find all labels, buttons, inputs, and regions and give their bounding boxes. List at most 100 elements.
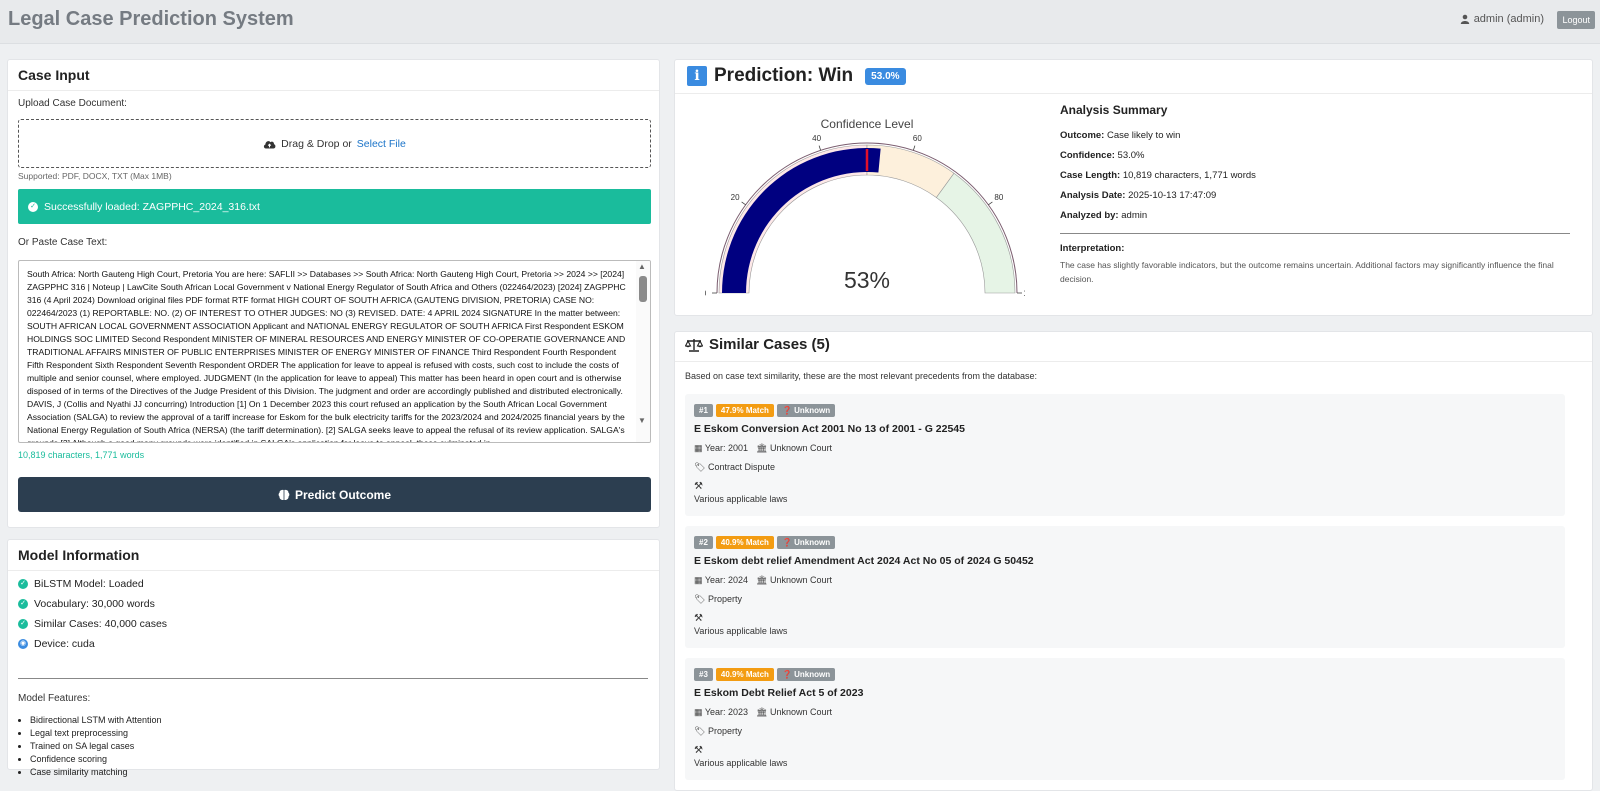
feature-item: Case similarity matching <box>30 766 162 779</box>
court-icon: 🏛 <box>756 707 768 717</box>
check-circle-icon: ✓ <box>18 579 28 589</box>
gauge-ticks: 0 20 40 60 80 100 <box>705 134 1025 298</box>
feature-item: Legal text preprocessing <box>30 727 162 740</box>
file-dropzone[interactable]: Drag & Drop or Select File <box>18 119 651 168</box>
gavel-icon: ⚒ <box>694 745 703 756</box>
interpretation-label: Interpretation: <box>1060 243 1125 254</box>
gauge-tick-label: 40 <box>812 134 821 143</box>
select-file-link[interactable]: Select File <box>356 137 406 150</box>
similar-cases-header: Similar Cases (5) <box>685 336 830 353</box>
feature-item: Trained on SA legal cases <box>30 740 162 753</box>
gauge-tick <box>912 145 916 151</box>
case-meta: ▦ Year: 2024 🏛 Unknown Court <box>694 575 832 586</box>
features-list: Bidirectional LSTM with Attention Legal … <box>30 714 162 779</box>
logout-button[interactable]: Logout <box>1557 11 1595 29</box>
top-bar: Legal Case Prediction System admin (admi… <box>0 0 1600 44</box>
gavel-icon: ⚒ <box>694 613 703 624</box>
app-title: Legal Case Prediction System <box>8 8 294 30</box>
case-rank-badge: #2 <box>694 536 713 549</box>
court-icon: 🏛 <box>756 443 768 453</box>
year-field: ▦ Year: 2001 <box>694 443 749 453</box>
info-icon: i <box>687 66 707 86</box>
gauge-tick-label: 80 <box>994 193 1003 202</box>
supported-formats: Supported: PDF, DOCX, TXT (Max 1MB) <box>18 171 172 181</box>
case-badges: #1 47.9% Match ❓ Unknown <box>694 404 836 417</box>
gauge-tick <box>818 145 822 151</box>
case-type: 🏷 Property <box>694 594 742 604</box>
prediction-title: Prediction: Win <box>714 65 854 86</box>
case-meta: ▦ Year: 2023 🏛 Unknown Court <box>694 707 832 718</box>
case-title[interactable]: E Eskom debt relief Amendment Act 2024 A… <box>694 555 1034 567</box>
model-info-title: Model Information <box>8 540 659 571</box>
status-badge: ❓ Unknown <box>776 404 836 417</box>
case-text: South Africa: North Gauteng High Court, … <box>27 269 626 443</box>
model-status-item: ✓ BiLSTM Model: Loaded <box>18 578 144 590</box>
question-circle-icon: ❓ <box>781 538 792 547</box>
confidence-badge: 53.0% <box>865 67 906 85</box>
check-circle-icon: ✓ <box>18 599 28 609</box>
brain-icon <box>278 489 290 500</box>
case-item[interactable]: #1 47.9% Match ❓ Unknown E Eskom Convers… <box>685 394 1565 516</box>
status-badge: ❓ Unknown <box>776 668 836 681</box>
scroll-up-icon[interactable]: ▲ <box>638 262 646 271</box>
analysis-summary: Analysis Summary Outcome: Case likely to… <box>1060 103 1575 286</box>
divider <box>675 361 1592 362</box>
success-message: Successfully loaded: ZAGPPHC_2024_316.tx… <box>44 200 260 213</box>
user-label: admin (admin) <box>1473 13 1544 25</box>
tag-icon: 🏷 <box>694 726 706 736</box>
prediction-card: i Prediction: Win 53.0% Confidence Level… <box>674 59 1593 316</box>
calendar-icon: ▦ <box>694 707 703 717</box>
gavel-icon: ⚒ <box>694 481 703 492</box>
device-icon: ◉ <box>18 639 28 649</box>
gauge-tick <box>741 201 746 206</box>
case-input-title: Case Input <box>8 60 659 91</box>
case-laws: Various applicable laws <box>694 758 788 768</box>
gauge-tick-label: 100 <box>1023 289 1025 298</box>
case-title[interactable]: E Eskom Debt Relief Act 5 of 2023 <box>694 687 864 699</box>
gauge-outline <box>716 142 1018 294</box>
interpretation-text: The case has slightly favorable indicato… <box>1060 260 1554 284</box>
match-badge: 47.9% Match <box>715 404 774 417</box>
court-field: 🏛 Unknown Court <box>756 707 833 717</box>
case-type: 🏷 Contract Dispute <box>694 462 775 472</box>
user-info: admin (admin) <box>1460 13 1544 25</box>
case-title[interactable]: E Eskom Conversion Act 2001 No 13 of 200… <box>694 423 965 435</box>
dropzone-text: Drag & Drop or <box>281 137 352 150</box>
case-text-area[interactable]: South Africa: North Gauteng High Court, … <box>18 260 651 443</box>
case-type: 🏷 Property <box>694 726 742 736</box>
gauge-tick-label: 20 <box>731 193 740 202</box>
divider <box>1060 233 1570 234</box>
scroll-down-icon[interactable]: ▼ <box>638 416 646 425</box>
case-item[interactable]: #3 40.9% Match ❓ Unknown E Eskom Debt Re… <box>685 658 1565 780</box>
divider <box>18 678 648 679</box>
prediction-header: i Prediction: Win 53.0% <box>687 65 906 87</box>
case-laws: Various applicable laws <box>694 626 788 636</box>
predict-label: Predict Outcome <box>294 487 392 502</box>
gauge-band-2 <box>935 172 1016 294</box>
upload-label: Upload Case Document: <box>18 98 127 109</box>
cases-status-item: ✓ Similar Cases: 40,000 cases <box>18 618 167 630</box>
match-badge: 40.9% Match <box>715 668 774 681</box>
year-field: ▦ Year: 2024 <box>694 575 749 585</box>
success-alert: ✓ Successfully loaded: ZAGPPHC_2024_316.… <box>18 189 651 224</box>
calendar-icon: ▦ <box>694 443 703 453</box>
case-rank-badge: #1 <box>694 404 713 417</box>
predict-outcome-button[interactable]: Predict Outcome <box>18 477 651 512</box>
case-badges: #3 40.9% Match ❓ Unknown <box>694 668 836 681</box>
similar-cases-subtitle: Based on case text similarity, these are… <box>685 371 1038 381</box>
features-label: Model Features: <box>18 693 91 704</box>
gauge-title: Confidence Level <box>821 117 914 131</box>
check-circle-icon: ✓ <box>18 619 28 629</box>
text-scrollbar[interactable]: ▲ ▼ <box>636 261 650 442</box>
cloud-upload-icon <box>264 140 276 148</box>
case-laws: Various applicable laws <box>694 494 788 504</box>
case-rank-badge: #3 <box>694 668 713 681</box>
year-field: ▦ Year: 2023 <box>694 707 749 717</box>
scroll-thumb[interactable] <box>639 276 647 302</box>
gauge-tick <box>988 201 993 206</box>
case-item[interactable]: #2 40.9% Match ❓ Unknown E Eskom debt re… <box>685 526 1565 648</box>
check-circle-icon: ✓ <box>28 201 38 212</box>
status-badge: ❓ Unknown <box>776 536 836 549</box>
summary-analysis-date: Analysis Date: 2025-10-13 17:47:09 <box>1060 190 1217 201</box>
divider <box>675 93 1592 94</box>
